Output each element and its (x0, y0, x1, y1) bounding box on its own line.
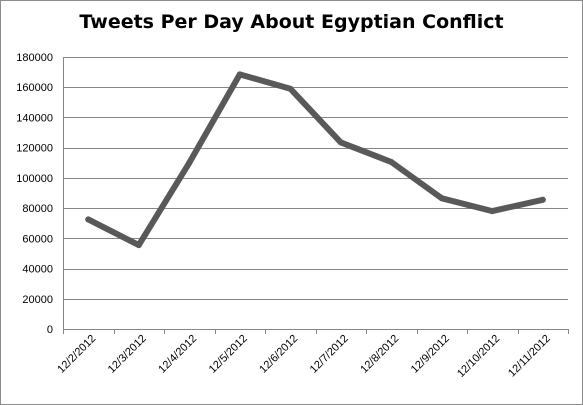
data-point (186, 159, 193, 166)
y-tick-label: 120000 (16, 143, 53, 155)
y-tick-label: 20000 (22, 294, 53, 306)
x-tick-label: 12/3/2012 (106, 333, 149, 376)
x-tick-label: 12/2/2012 (55, 333, 98, 376)
y-tick-label: 180000 (16, 52, 53, 64)
data-point (287, 85, 294, 92)
chart-title: Tweets Per Day About Egyptian Conflict (79, 11, 504, 33)
y-tick-label: 0 (47, 324, 53, 336)
data-point (438, 195, 445, 202)
y-tick-label: 140000 (16, 112, 53, 124)
series-line (85, 71, 546, 249)
data-point (85, 216, 92, 223)
x-tick-label: 12/9/2012 (409, 333, 452, 376)
x-tick-label: 12/4/2012 (156, 333, 199, 376)
x-tick-label: 12/7/2012 (308, 333, 351, 376)
y-tick-label: 160000 (16, 82, 53, 94)
data-point (539, 196, 546, 203)
data-point (236, 71, 243, 78)
y-tick-label: 60000 (22, 233, 53, 245)
data-point (388, 159, 395, 166)
data-point (489, 208, 496, 215)
y-tick-label: 100000 (16, 173, 53, 185)
x-tick-label: 12/5/2012 (207, 333, 250, 376)
x-tick-label: 12/10/2012 (455, 333, 502, 380)
x-tick-label: 12/11/2012 (506, 333, 553, 380)
x-tick-label: 12/6/2012 (257, 333, 300, 376)
data-point (337, 139, 344, 146)
y-tick-label: 40000 (22, 264, 53, 276)
y-tick-label: 80000 (22, 203, 53, 215)
x-tick-label: 12/8/2012 (358, 333, 401, 376)
data-point (135, 242, 142, 249)
